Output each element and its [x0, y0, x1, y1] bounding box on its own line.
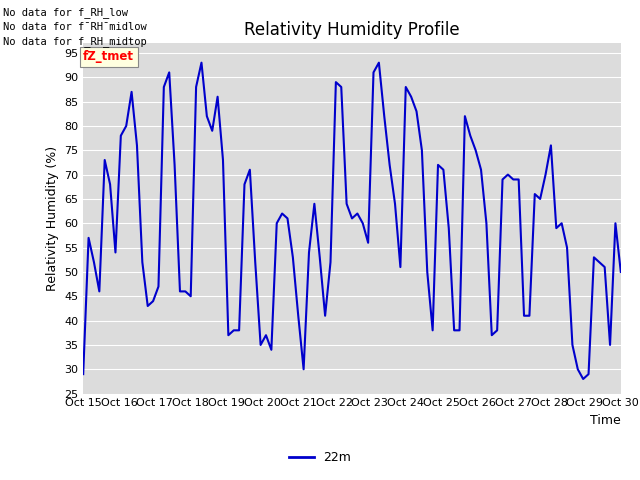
Legend: 22m: 22m	[284, 446, 356, 469]
Text: No data for f¯RH¯midlow: No data for f¯RH¯midlow	[3, 22, 147, 32]
Text: No data for f_RH_midtop: No data for f_RH_midtop	[3, 36, 147, 47]
X-axis label: Time: Time	[590, 414, 621, 427]
Text: fZ_tmet: fZ_tmet	[83, 50, 134, 63]
Text: No data for f_RH_low: No data for f_RH_low	[3, 7, 128, 18]
Y-axis label: Relativity Humidity (%): Relativity Humidity (%)	[45, 146, 59, 291]
Title: Relativity Humidity Profile: Relativity Humidity Profile	[244, 21, 460, 39]
